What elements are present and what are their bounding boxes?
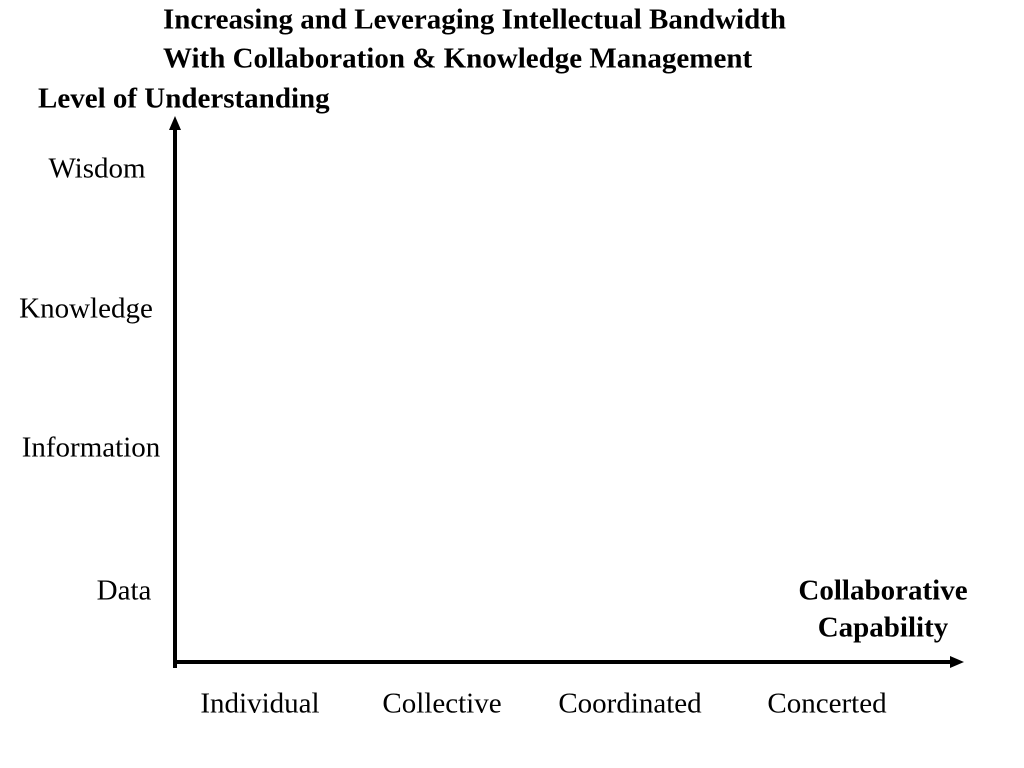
x-level: Coordinated	[558, 688, 702, 720]
x-arrow	[950, 656, 964, 668]
x-level: Collective	[382, 688, 501, 720]
y-level: Data	[97, 575, 152, 607]
x-axis-label: Collaborative	[798, 575, 967, 607]
x-axis-label: Capability	[818, 612, 949, 644]
title-line: With Collaboration & Knowledge Managemen…	[163, 43, 752, 75]
x-level: Individual	[200, 688, 319, 720]
y-level: Wisdom	[48, 153, 146, 185]
title-line: Increasing and Leveraging Intellectual B…	[163, 4, 786, 36]
y-axis-label: Level of Understanding	[38, 83, 330, 115]
y-level: Information	[22, 432, 161, 464]
y-level: Knowledge	[19, 293, 153, 325]
y-arrow	[169, 116, 181, 130]
x-level: Concerted	[767, 688, 887, 720]
